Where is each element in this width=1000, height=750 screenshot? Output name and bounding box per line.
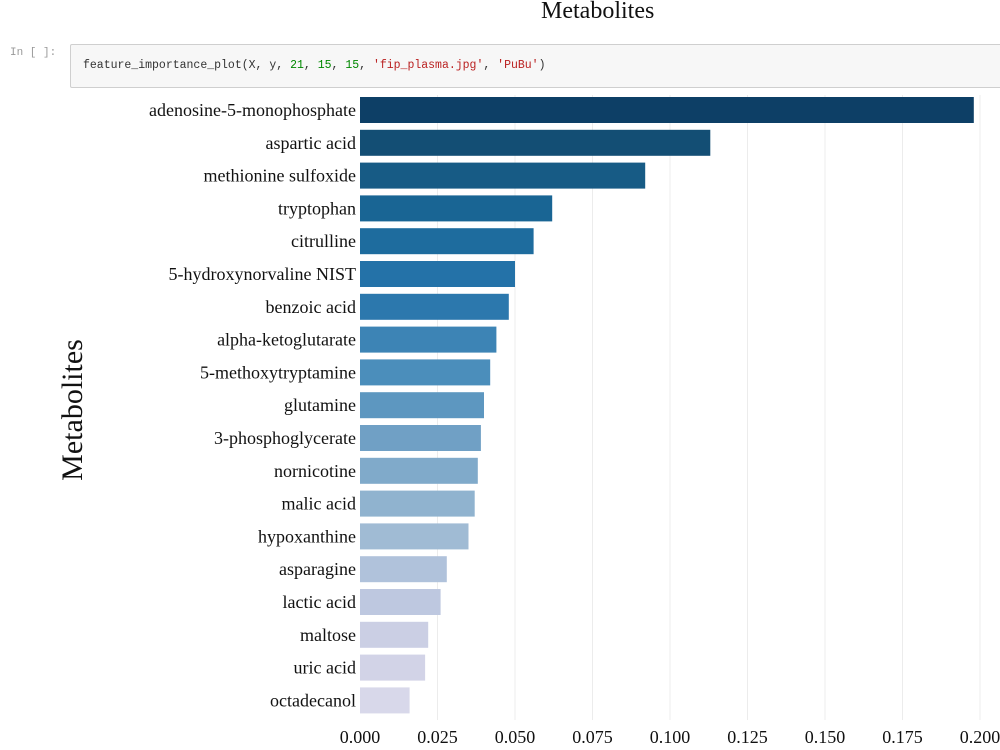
bar xyxy=(360,195,553,222)
code-separator-4: , xyxy=(483,59,498,72)
bar xyxy=(360,523,469,550)
category-label: aspartic acid xyxy=(266,133,356,153)
category-label: malic acid xyxy=(282,494,356,514)
x-tick-label: 0.025 xyxy=(417,727,458,747)
bar xyxy=(360,228,534,255)
bar xyxy=(360,129,711,156)
bar xyxy=(360,97,974,123)
category-label: uric acid xyxy=(294,658,356,678)
bar xyxy=(360,654,426,681)
x-tick-label: 0.075 xyxy=(572,727,613,747)
bar xyxy=(360,621,429,648)
bar xyxy=(360,326,497,353)
code-close-paren: ) xyxy=(538,59,546,72)
x-tick-label: 0.125 xyxy=(727,727,768,747)
bar xyxy=(360,162,646,189)
bar xyxy=(360,556,447,583)
category-label: nornicotine xyxy=(274,461,356,481)
x-tick-label: 0.150 xyxy=(805,727,846,747)
category-label: 5-hydroxynorvaline NIST xyxy=(169,264,356,284)
bar xyxy=(360,392,484,419)
code-args: X, y, xyxy=(248,59,291,72)
bar xyxy=(360,261,515,287)
category-label: tryptophan xyxy=(278,198,356,218)
x-tick-label: 0.000 xyxy=(340,727,381,747)
bar xyxy=(360,589,441,615)
bar xyxy=(360,293,509,320)
code-cell-input[interactable]: feature_importance_plot(X, y, 21, 15, 15… xyxy=(70,44,1000,88)
bar xyxy=(360,457,478,484)
bar xyxy=(360,687,410,714)
x-tick-label: 0.100 xyxy=(650,727,691,747)
x-tick-label: 0.175 xyxy=(882,727,923,747)
x-tick-label: 0.050 xyxy=(495,727,536,747)
code-separator-2: , xyxy=(331,59,346,72)
category-label: maltose xyxy=(300,625,356,645)
code-number-1: 21 xyxy=(290,59,304,72)
code-open-paren: ( xyxy=(241,59,249,72)
code-number-3: 15 xyxy=(345,59,360,72)
code-line[interactable]: feature_importance_plot(X, y, 21, 15, 15… xyxy=(83,59,546,72)
category-label: alpha-ketoglutarate xyxy=(217,330,356,350)
category-label: methionine sulfoxide xyxy=(204,166,356,186)
category-label: benzoic acid xyxy=(266,297,356,317)
code-string-colormap: 'PuBu' xyxy=(497,59,539,72)
category-label: octadecanol xyxy=(270,690,356,710)
grid-lines xyxy=(437,95,981,720)
cell-prompt: In [ ]: xyxy=(10,47,57,59)
x-tick-label: 0.200 xyxy=(960,727,1000,747)
x-tick-labels: 0.000 0.025 0.050 0.075 0.100 0.125 0.150 0.175… xyxy=(340,727,1000,747)
code-separator-3: , xyxy=(359,59,373,72)
category-label: asparagine xyxy=(279,559,356,579)
category-label: 3-phosphoglycerate xyxy=(214,428,356,448)
category-label: adenosine-5-monophosphate xyxy=(149,100,356,120)
bar xyxy=(360,359,491,386)
bar xyxy=(360,490,475,517)
category-label: glutamine xyxy=(284,395,356,415)
previous-output-title: Metabolites xyxy=(541,0,655,24)
bar xyxy=(360,425,481,451)
category-label: citrulline xyxy=(291,231,356,251)
category-label: 5-methoxytryptamine xyxy=(200,362,356,382)
bars xyxy=(360,97,974,714)
code-number-2: 15 xyxy=(317,59,332,72)
category-labels: adenosine-5-monophosphate aspartic acid me… xyxy=(149,100,356,710)
code-separator-1: , xyxy=(303,59,318,72)
code-string-filename: 'fip_plasma.jpg' xyxy=(372,59,484,72)
category-label: hypoxanthine xyxy=(258,526,356,546)
code-function-name: feature_importance_plot xyxy=(83,59,242,72)
category-label: lactic acid xyxy=(283,592,356,612)
y-axis-title: Metabolites xyxy=(56,339,89,481)
